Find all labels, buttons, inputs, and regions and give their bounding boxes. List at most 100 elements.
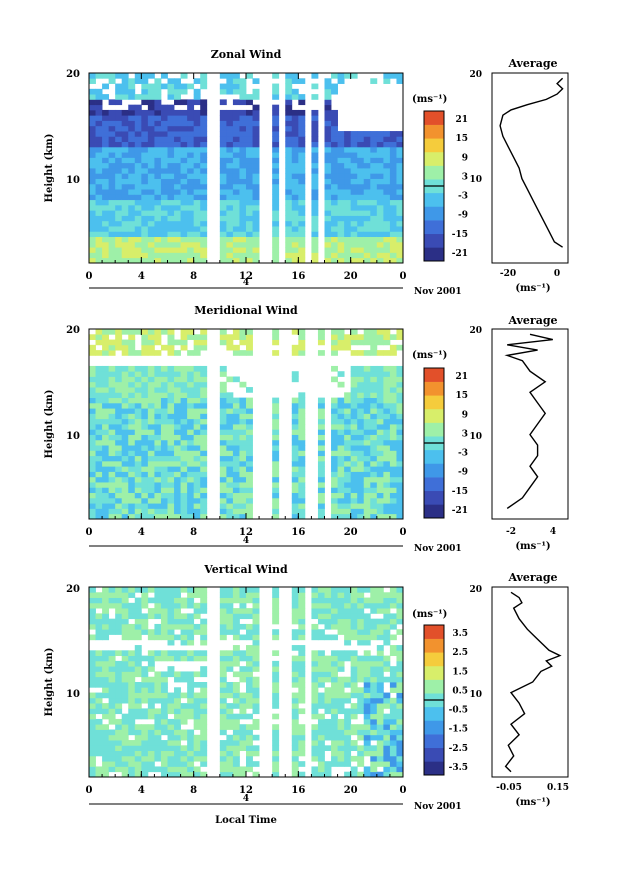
heatmap-cell (376, 597, 384, 604)
heatmap-cell (193, 88, 201, 95)
heatmap-cell (141, 460, 149, 467)
heatmap-cell (108, 236, 116, 243)
heatmap-cell (337, 471, 345, 478)
heatmap-cell (298, 587, 306, 593)
heatmap-cell (95, 602, 103, 609)
heatmap-cell (121, 371, 129, 377)
heatmap-cell (291, 671, 299, 678)
heatmap-cell (226, 418, 234, 425)
heatmap-cell (160, 115, 168, 121)
heatmap-cell (226, 687, 234, 693)
heatmap-cell (154, 671, 162, 678)
heatmap-cell (396, 482, 404, 488)
meridional-ytick-10: 10 (66, 431, 80, 442)
heatmap-cell (95, 471, 103, 478)
heatmap-cell (167, 766, 175, 773)
heatmap-cell (324, 671, 332, 678)
heatmap-cell (180, 334, 188, 340)
heatmap-cell (389, 587, 397, 593)
heatmap-cell (128, 350, 136, 356)
heatmap-cell (331, 587, 338, 593)
heatmap-cell (232, 231, 240, 238)
heatmap-cell (376, 141, 384, 148)
heatmap-cell (134, 220, 142, 227)
heatmap-cell (160, 241, 168, 248)
heatmap-cell (272, 476, 280, 483)
heatmap-cell (128, 402, 136, 409)
heatmap-cell (357, 666, 365, 672)
heatmap-cell (141, 339, 149, 346)
heatmap-cell (246, 125, 253, 132)
heatmap-cell (389, 466, 397, 472)
heatmap-cell (331, 718, 338, 725)
heatmap-cell (370, 183, 378, 190)
heatmap-cell (89, 168, 96, 174)
heatmap-cell (272, 508, 280, 515)
heatmap-cell (180, 439, 188, 446)
heatmap-cell (383, 460, 391, 467)
heatmap-cell (134, 750, 142, 757)
heatmap-cell (95, 141, 103, 148)
heatmap-cell (311, 168, 319, 174)
heatmap-cell (115, 755, 123, 762)
heatmap-cell (337, 676, 345, 683)
heatmap-cell (219, 503, 227, 509)
heatmap-cell (180, 189, 188, 195)
heatmap-cell (226, 376, 234, 383)
heatmap-cell (89, 450, 96, 457)
heatmap-cell (167, 199, 175, 206)
heatmap-cell (376, 350, 384, 356)
heatmap-cell (115, 194, 123, 201)
heatmap-cell (226, 173, 234, 179)
heatmap-cell (396, 183, 404, 190)
heatmap-cell (147, 724, 155, 730)
heatmap-cell (350, 660, 358, 667)
heatmap-cell (115, 120, 123, 127)
heatmap-cell (246, 587, 253, 593)
heatmap-cell (174, 503, 181, 509)
heatmap-cell (160, 592, 168, 598)
heatmap-cell (174, 157, 181, 164)
heatmap-cell (141, 350, 149, 356)
heatmap-cell (200, 78, 208, 84)
heatmap-cell (128, 247, 136, 253)
heatmap-cell (128, 146, 136, 153)
heatmap-cell (350, 497, 358, 504)
heatmap-cell (89, 771, 96, 778)
heatmap-cell (370, 623, 378, 630)
heatmap-cell (200, 231, 208, 238)
heatmap-cell (187, 503, 195, 509)
heatmap-cell (331, 713, 338, 720)
heatmap-cell (174, 618, 181, 625)
heatmap-cell (232, 329, 240, 335)
heatmap-cell (174, 162, 181, 169)
heatmap-cell (311, 220, 319, 227)
heatmap-cell (174, 402, 181, 409)
heatmap-cell (232, 682, 240, 688)
heatmap-cell (193, 252, 201, 259)
heatmap-cell (102, 236, 110, 243)
heatmap-cell (383, 750, 391, 757)
heatmap-cell (396, 755, 404, 762)
heatmap-cell (200, 455, 208, 462)
heatmap-cell (239, 226, 247, 232)
heatmap-cell (357, 639, 365, 646)
heatmap-cell (291, 713, 299, 720)
heatmap-cell (89, 104, 96, 111)
heatmap-cell (226, 73, 234, 79)
heatmap-cell (115, 392, 123, 399)
heatmap-cell (121, 94, 129, 100)
heatmap-cell (232, 497, 240, 504)
heatmap-cell (89, 513, 96, 520)
heatmap-cell (174, 445, 181, 451)
heatmap-cell (121, 152, 129, 158)
heatmap-cell (363, 371, 371, 377)
meridional-average-xlabel: (ms⁻¹) (515, 541, 550, 552)
heatmap-cell (324, 724, 332, 730)
heatmap-cell (174, 236, 181, 243)
heatmap-cell (344, 141, 352, 148)
heatmap-cell (167, 413, 175, 420)
heatmap-cell (396, 597, 404, 604)
heatmap-cell (128, 344, 136, 351)
heatmap-cell (108, 371, 116, 377)
